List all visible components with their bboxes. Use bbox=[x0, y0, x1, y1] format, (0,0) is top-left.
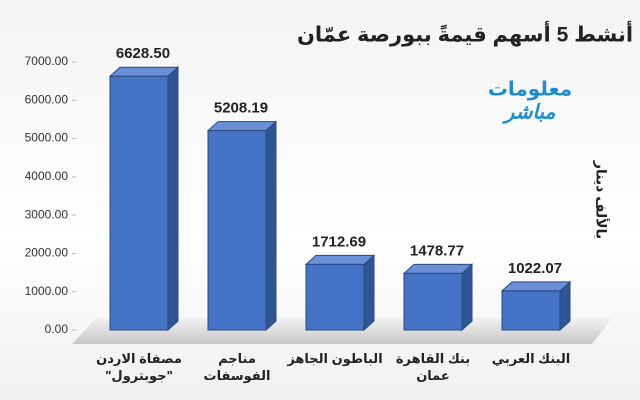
y-tick-label: 2000.00 bbox=[25, 246, 69, 260]
y-tick-label: 7000.00 bbox=[25, 54, 69, 68]
y-tick-label: 0.00 bbox=[45, 322, 69, 336]
y-axis-label: بالألف دينار bbox=[593, 160, 609, 239]
bar-side bbox=[461, 263, 473, 332]
data-label: 1022.07 bbox=[508, 260, 562, 277]
data-label: 1712.69 bbox=[312, 233, 366, 250]
bar-top bbox=[500, 281, 572, 292]
logo: مباشر bbox=[502, 101, 556, 124]
floor bbox=[72, 318, 612, 344]
bar-top bbox=[108, 66, 180, 77]
y-tick-label: 4000.00 bbox=[25, 169, 69, 183]
bar-top bbox=[402, 263, 474, 274]
bar bbox=[109, 75, 169, 331]
bar-side bbox=[265, 120, 277, 332]
y-tick-label: 1000.00 bbox=[25, 284, 69, 298]
x-tick-label: بنك القاهرة عمان bbox=[395, 351, 471, 383]
x-tick-label: الباطون الجاهز bbox=[287, 351, 383, 366]
bar-top bbox=[206, 121, 278, 132]
bar bbox=[501, 290, 561, 331]
x-tick-label: مناجم الفوسفات bbox=[203, 351, 271, 383]
y-tick-label: 6000.00 bbox=[25, 92, 69, 106]
bar bbox=[403, 272, 463, 331]
bar-side bbox=[167, 66, 179, 332]
bar-top bbox=[304, 254, 376, 265]
data-label: 5208.19 bbox=[214, 100, 268, 117]
data-label: 1478.77 bbox=[410, 242, 464, 259]
data-label: 6628.50 bbox=[116, 45, 170, 62]
y-tick-label: 5000.00 bbox=[25, 131, 69, 145]
bar-side bbox=[363, 254, 375, 332]
bar bbox=[305, 263, 365, 331]
bar bbox=[207, 130, 267, 331]
chart-title: أنشط 5 أسهم قيمةً ببورصة عمّان bbox=[297, 20, 633, 47]
x-tick-label: مصفاة الاردن "جوبترول" bbox=[96, 351, 182, 383]
x-tick-label: البنك العربي bbox=[491, 351, 571, 366]
y-tick-label: 3000.00 bbox=[25, 207, 69, 221]
logo: معلومات bbox=[488, 78, 572, 100]
